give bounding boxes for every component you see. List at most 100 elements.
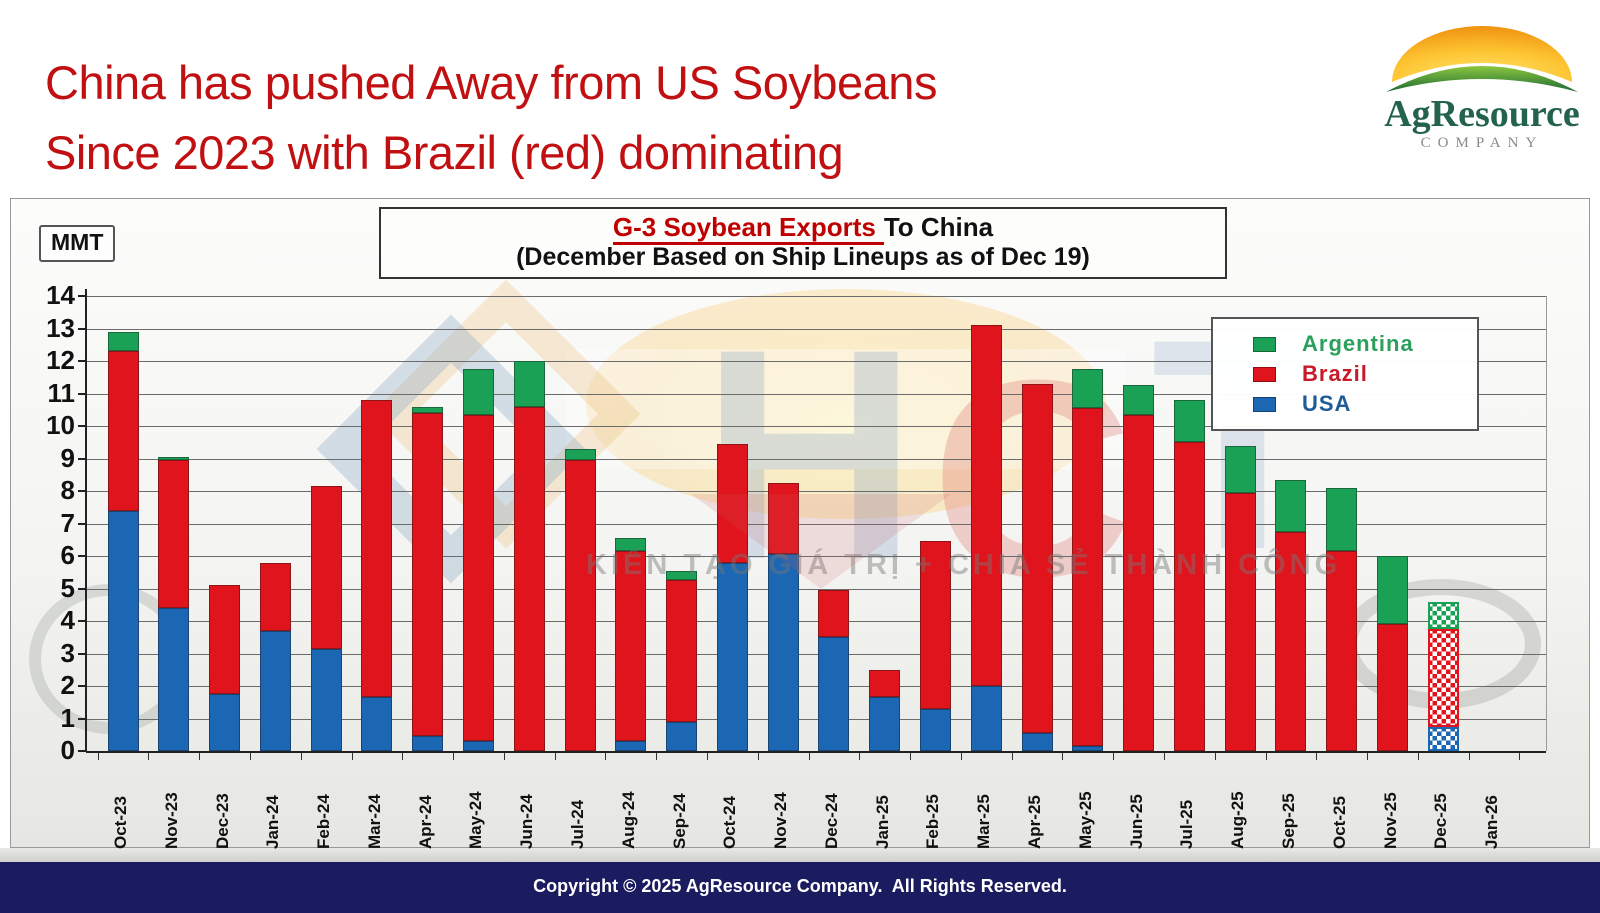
bar-Aug-24	[615, 296, 647, 751]
x-axis-label: Aug-25	[1228, 791, 1248, 849]
y-axis-tick	[78, 555, 86, 557]
bar-segment-argentina	[1427, 601, 1459, 630]
x-axis-label: Feb-24	[314, 794, 334, 849]
chart-legend: Argentina Brazil USA	[1211, 317, 1479, 431]
gridline	[86, 393, 1546, 395]
x-axis-tick	[148, 753, 150, 760]
x-axis-tick	[554, 753, 556, 760]
x-axis-label: Apr-25	[1025, 795, 1045, 849]
bar-segment-brazil	[1275, 531, 1307, 751]
chart-title-rest: To China	[883, 212, 994, 242]
bar-Mar-25	[970, 296, 1002, 751]
x-axis-label: Jan-25	[872, 795, 892, 849]
bar-segment-brazil	[919, 541, 951, 709]
bar-segment-brazil	[970, 325, 1002, 686]
chart-title: G-3 Soybean Exports To China	[387, 212, 1219, 245]
x-axis-label: Jan-24	[263, 795, 283, 849]
x-axis-tick	[1062, 753, 1064, 760]
bar-Apr-25	[1021, 296, 1053, 751]
gridline	[86, 426, 1546, 427]
bar-Dec-24	[818, 296, 850, 751]
chart-title-box: G-3 Soybean Exports To China (December Ba…	[379, 207, 1227, 279]
y-axis-tick	[78, 327, 86, 330]
bar-segment-brazil	[1326, 551, 1358, 751]
x-axis-label: Apr-24	[415, 795, 435, 849]
x-axis-tick	[300, 753, 302, 760]
footer-copyright: Copyright © 2025 AgResource Company. All…	[0, 862, 1600, 913]
gridline	[86, 588, 1546, 590]
sun-field-logo-icon: AgResource COMPANY	[1384, 26, 1580, 151]
x-axis-tick	[1163, 753, 1165, 760]
x-axis-tick	[706, 753, 708, 760]
x-axis-label: Sep-24	[669, 793, 689, 849]
bar-segment-argentina	[462, 369, 494, 415]
x-axis-label: Nov-24	[771, 792, 791, 849]
bar-segment-usa	[158, 608, 190, 751]
x-axis-label: Jul-24	[568, 799, 588, 849]
x-axis-tick	[249, 753, 251, 760]
bar-segment-brazil	[1173, 442, 1205, 751]
bar-segment-brazil	[1224, 492, 1256, 751]
bar-segment-brazil	[259, 562, 291, 631]
bar-segment-usa	[615, 741, 647, 751]
y-axis-tick	[78, 425, 86, 427]
x-axis-label: Jan-26	[1482, 795, 1502, 849]
x-axis-label: Feb-25	[923, 794, 943, 849]
x-axis-tick	[351, 753, 353, 760]
legend-item-argentina: Argentina	[1223, 331, 1467, 357]
bar-segment-usa	[259, 630, 291, 751]
x-axis-label: Nov-23	[161, 792, 181, 849]
legend-label: Brazil	[1302, 361, 1368, 386]
bar-segment-argentina	[1123, 385, 1155, 415]
x-axis-tick	[960, 753, 962, 760]
x-axis-label: Aug-24	[618, 791, 638, 849]
bar-segment-brazil	[1377, 624, 1408, 751]
y-axis-tick	[78, 620, 86, 622]
x-axis-label: Mar-24	[364, 794, 384, 849]
bar-Aug-25	[1224, 296, 1256, 751]
gridline	[86, 328, 1546, 330]
x-axis-label: Nov-25	[1380, 792, 1400, 849]
bar-segment-usa	[869, 697, 901, 751]
bar-segment-brazil	[1072, 408, 1104, 747]
bar-Jul-25	[1173, 296, 1205, 751]
logo-company-text: COMPANY	[1421, 135, 1544, 151]
bar-segment-brazil	[1427, 629, 1459, 727]
x-axis-tick	[1113, 753, 1115, 760]
bar-Apr-24	[412, 296, 444, 751]
legend-swatch-icon	[1253, 366, 1276, 382]
gridline	[86, 718, 1546, 720]
x-axis-tick	[656, 753, 658, 760]
x-axis-label: May-25	[1075, 791, 1095, 849]
y-axis-tick	[78, 392, 86, 395]
y-axis-tick	[78, 295, 86, 297]
bar-segment-argentina	[1173, 400, 1205, 443]
y-axis-label: 13	[46, 312, 75, 343]
y-axis-tick	[78, 750, 86, 752]
chart-panel: H C T KIẾN TẠO GIÁ TRỊ + CHIA SẺ THÀNH C…	[10, 198, 1590, 849]
bar-Jan-24	[259, 296, 291, 751]
chart-title-highlight: G-3 Soybean Exports	[612, 212, 884, 245]
y-axis-tick	[78, 652, 86, 655]
bar-Oct-25	[1326, 296, 1358, 751]
bar-segment-brazil	[666, 580, 698, 722]
bar-segment-argentina	[666, 570, 698, 581]
y-axis-label: 4	[60, 605, 75, 635]
x-axis-tick	[808, 753, 810, 760]
y-axis-tick	[78, 685, 86, 687]
bar-segment-argentina	[1275, 479, 1307, 532]
y-axis-label: 8	[60, 475, 75, 505]
bar-segment-brazil	[1021, 383, 1053, 734]
bar-May-25	[1072, 296, 1104, 751]
x-axis-label: Oct-23	[111, 796, 130, 849]
bar-segment-brazil	[767, 482, 799, 555]
x-axis-tick	[402, 753, 404, 760]
y-axis-label: 12	[46, 345, 75, 375]
x-axis-tick	[199, 753, 201, 760]
bar-segment-brazil	[209, 585, 241, 695]
x-axis-label: Dec-24	[821, 793, 841, 849]
y-axis-tick	[78, 587, 86, 590]
bar-Jun-24	[513, 296, 545, 751]
x-axis-line	[86, 751, 1546, 753]
bar-segment-usa	[462, 741, 494, 751]
